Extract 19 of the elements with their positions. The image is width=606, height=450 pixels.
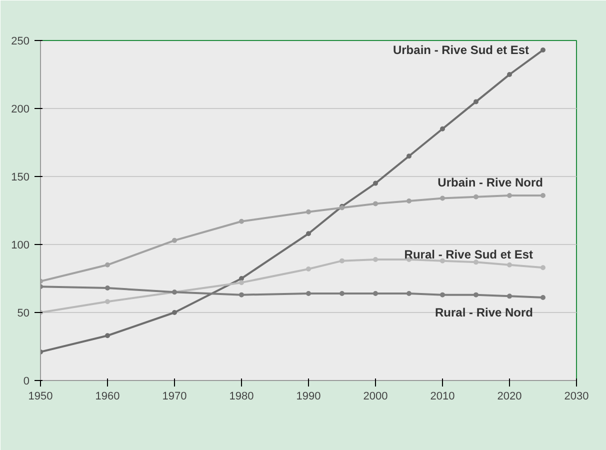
series-label: Urbain - Rive Sud et Est bbox=[392, 43, 530, 58]
y-tick-label: 200 bbox=[11, 104, 30, 116]
x-tick-label: 1990 bbox=[296, 390, 321, 402]
x-tick-label: 2010 bbox=[430, 390, 455, 402]
y-tick-label: 50 bbox=[17, 308, 30, 320]
x-tick-label: 1980 bbox=[229, 390, 254, 402]
series-label: Urbain - Rive Nord bbox=[438, 176, 544, 190]
x-tick-label: 1970 bbox=[162, 390, 187, 402]
y-tick-label: 150 bbox=[11, 172, 30, 184]
x-tick-label: 2020 bbox=[497, 390, 522, 402]
x-tick-label: 2000 bbox=[363, 390, 388, 402]
series-label: Rural - Rive Nord bbox=[434, 306, 533, 320]
y-tick-label: 100 bbox=[11, 240, 30, 252]
x-tick-label: 1960 bbox=[95, 390, 120, 402]
x-tick-label: 2030 bbox=[564, 390, 589, 402]
x-tick-label: 1950 bbox=[28, 390, 53, 402]
y-tick-label: 250 bbox=[11, 36, 30, 48]
series-label: Rural - Rive Sud et Est bbox=[404, 248, 534, 262]
y-tick-label: 0 bbox=[23, 376, 30, 388]
